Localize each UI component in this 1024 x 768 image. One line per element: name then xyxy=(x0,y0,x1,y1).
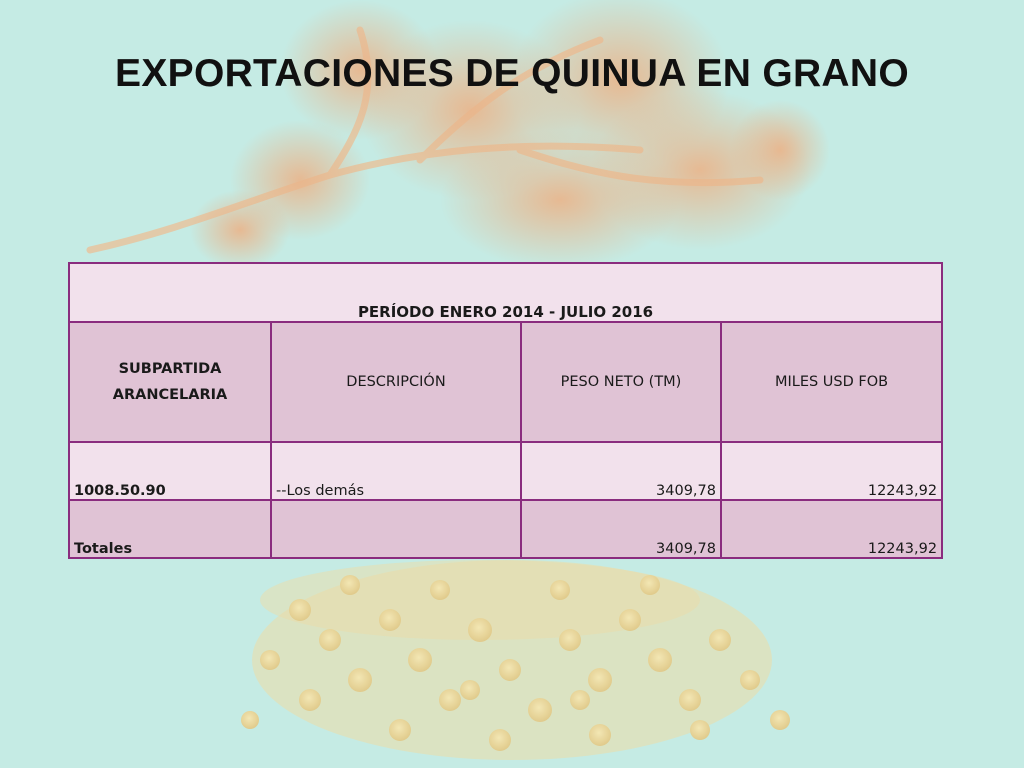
peso-header: PESO NETO (TM) xyxy=(520,321,722,443)
subpartida-header-line2: ARANCELARIA xyxy=(112,387,228,403)
totals-label: Totales xyxy=(68,499,272,559)
exports-table: PERÍODO ENERO 2014 - JULIO 2016 SUBPARTI… xyxy=(67,262,944,559)
totals-row: Totales 3409,78 12243,92 xyxy=(68,499,944,559)
totals-descripcion-cell xyxy=(270,499,522,559)
descripcion-header: DESCRIPCIÓN xyxy=(270,321,522,443)
period-header: PERÍODO ENERO 2014 - JULIO 2016 xyxy=(67,262,944,323)
totals-miles-cell: 12243,92 xyxy=(719,499,944,559)
totals-peso-cell: 3409,78 xyxy=(520,499,722,559)
period-row: PERÍODO ENERO 2014 - JULIO 2016 xyxy=(67,262,944,323)
miles-header: MILES USD FOB xyxy=(719,321,944,443)
subpartida-header: SUBPARTIDA ARANCELARIA xyxy=(68,321,272,443)
descripcion-cell: --Los demás xyxy=(270,441,522,501)
table-row: 1008.50.90 --Los demás 3409,78 12243,92 xyxy=(68,441,944,501)
subpartida-cell: 1008.50.90 xyxy=(68,441,272,501)
miles-cell: 12243,92 xyxy=(719,441,944,501)
page-title: EXPORTACIONES DE QUINUA EN GRANO xyxy=(115,52,909,95)
peso-cell: 3409,78 xyxy=(520,441,722,501)
header-row: SUBPARTIDA ARANCELARIA DESCRIPCIÓN PESO … xyxy=(68,321,944,443)
subpartida-header-line1: SUBPARTIDA xyxy=(118,361,222,377)
